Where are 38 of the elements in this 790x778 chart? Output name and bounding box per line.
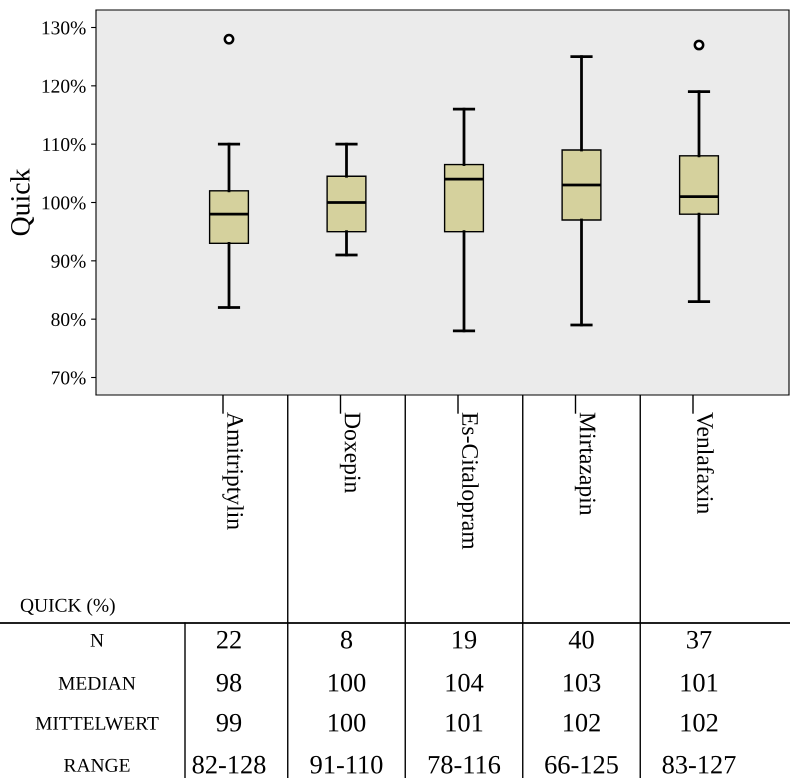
y-tick-label: 120% (42, 80, 86, 93)
text: MEDIAN (58, 676, 136, 690)
x-tick-label: Doxepin (340, 412, 360, 493)
x-tick-label: Es-Citalopram (457, 412, 479, 550)
text: 82-128 (192, 756, 266, 774)
y-axis-title: Quick (10, 168, 34, 236)
text: 98 (216, 674, 242, 692)
y-tick-label: 100% (42, 196, 86, 210)
text: 83-127 (662, 756, 736, 774)
text: 91-110 (310, 756, 382, 774)
text: QUICK (%) (20, 598, 115, 616)
y-tick-label: 110% (43, 138, 86, 152)
y-tick-label: 80% (51, 312, 86, 326)
x-tick-label: Mirtazapin (574, 412, 596, 516)
text: 100 (329, 714, 366, 732)
y-tick-label: 130% (42, 21, 86, 34)
text: 78-116 (428, 756, 500, 774)
text: 19 (453, 630, 476, 649)
text: 101 (682, 674, 718, 692)
text: 99 (216, 714, 242, 732)
text: 8 (340, 630, 352, 649)
text: 102 (682, 714, 718, 732)
text: 22 (216, 630, 241, 648)
y-tick-label: 90% (51, 254, 86, 268)
text: MITTELWERT (36, 716, 159, 730)
text: 103 (564, 674, 600, 692)
text: 104 (446, 674, 484, 692)
text: 101 (446, 714, 482, 732)
text: 102 (564, 714, 600, 732)
text: 40 (568, 630, 594, 649)
x-tick-label: Amitriptylin (222, 412, 244, 530)
text: 66-125 (545, 756, 618, 774)
x-tick-label: Venlafaxin (696, 412, 714, 514)
text: N (90, 634, 104, 647)
y-tick-label: 70% (52, 371, 86, 384)
text: RANGE (64, 758, 130, 772)
text: 37 (687, 630, 712, 649)
text: 100 (329, 674, 366, 692)
